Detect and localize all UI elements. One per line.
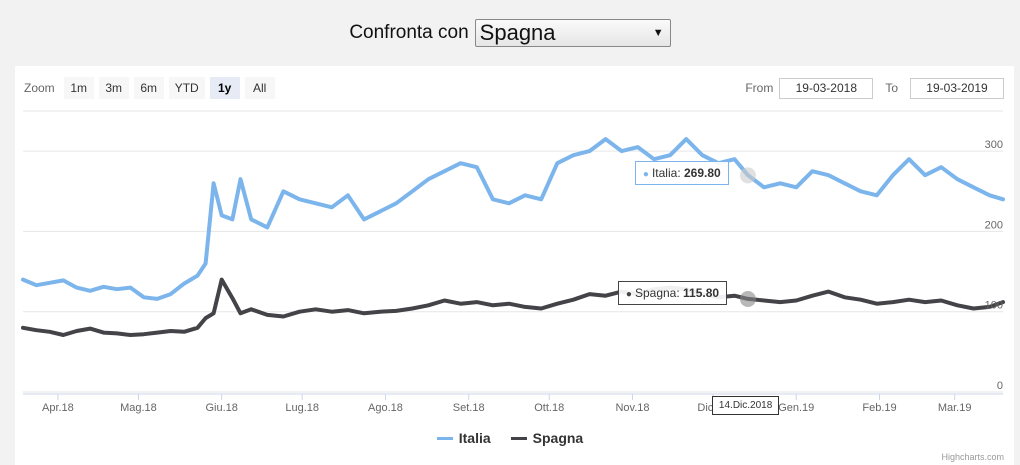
tooltip-italia-marker: ●	[642, 169, 649, 181]
legend-label-spagna: Spagna	[532, 430, 584, 446]
series-line-italia[interactable]	[21, 137, 1005, 301]
tooltip-spagna-name: Spagna	[634, 286, 677, 301]
country-select[interactable]: Spagna ▼	[474, 19, 671, 47]
zoom-label: Zoom	[24, 81, 55, 95]
country-select-value: Spagna	[479, 20, 556, 45]
zoom-ytd-button[interactable]: YTD	[168, 77, 205, 99]
x-tick-label: Set.18	[453, 402, 485, 414]
zoom-toolbar: Zoom 1m 3m 6m YTD 1y All	[24, 77, 275, 99]
credits-link[interactable]: Highcharts.com	[941, 452, 1004, 462]
y-tick-label: 200	[985, 219, 1003, 231]
x-tick-label: Ago.18	[368, 402, 403, 414]
zoom-3m-button[interactable]: 3m	[98, 77, 129, 99]
x-tick-label: Lug.18	[285, 402, 319, 414]
tooltip-italia-value: 269.80	[684, 166, 721, 181]
chart-container	[15, 66, 1014, 465]
legend-label-italia: Italia	[458, 430, 491, 446]
x-tick-label: Ott.18	[534, 402, 564, 414]
hover-marker-spagna	[739, 291, 756, 308]
tooltip-spagna-value: 115.80	[683, 286, 720, 301]
x-tick-label: Mar.19	[938, 402, 972, 414]
legend-item-italia[interactable]: Italia	[436, 430, 491, 446]
tooltip-spagna: ● Spagna: 115.80	[617, 281, 728, 306]
compare-bar: Confronta con Spagna ▼	[0, 18, 1020, 48]
grid-lines	[23, 110, 1003, 393]
x-tick-label: Gen.19	[778, 402, 814, 414]
zoom-1y-button[interactable]: 1y	[209, 77, 240, 99]
from-date-input[interactable]: 19-03-2018	[779, 77, 874, 99]
zoom-1m-button[interactable]: 1m	[63, 77, 94, 99]
date-range-selector: From 19-03-2018 To 19-03-2019	[739, 77, 1004, 99]
series-lines	[21, 137, 1005, 337]
hover-marker-italia	[739, 167, 756, 184]
x-tick-label: Feb.19	[862, 402, 896, 414]
legend-swatch-spagna	[510, 436, 527, 440]
y-tick-label: 100	[985, 300, 1003, 312]
y-tick-label: 0	[997, 380, 1003, 392]
series-line-spagna[interactable]	[21, 277, 1005, 337]
x-tick-label: Giu.18	[205, 402, 237, 414]
compare-label: Confronta con	[349, 22, 469, 43]
x-tick-label: Mag.18	[120, 402, 157, 414]
zoom-all-button[interactable]: All	[244, 77, 275, 99]
axes: 0 100 200 300 Apr.18 Mag.18 Giu.18 Lug.18 Ago.18…	[23, 139, 1003, 414]
from-label: From	[745, 81, 774, 95]
tooltip-spagna-marker: ●	[625, 289, 632, 301]
legend: Italia Spagna	[0, 428, 1020, 448]
tooltip-italia-name: Italia	[651, 166, 678, 181]
tooltip-date: 14.Dic.2018	[711, 396, 780, 415]
tooltip-italia: ● Italia: 269.80	[634, 161, 729, 186]
x-tick-label: Nov.18	[615, 402, 649, 414]
legend-swatch-italia	[436, 436, 453, 440]
zoom-6m-button[interactable]: 6m	[133, 77, 164, 99]
y-tick-label: 300	[985, 139, 1003, 151]
to-date-input[interactable]: 19-03-2019	[910, 77, 1004, 99]
legend-item-spagna[interactable]: Spagna	[510, 430, 584, 446]
x-tick-label: Apr.18	[42, 402, 74, 414]
to-label: To	[885, 81, 898, 95]
chevron-down-icon: ▼	[652, 27, 664, 39]
